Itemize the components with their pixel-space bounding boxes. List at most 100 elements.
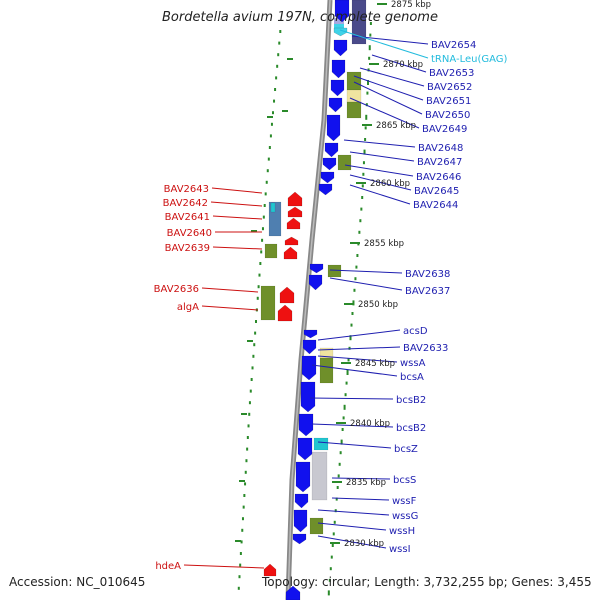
gene-arrow-plus[interactable] bbox=[302, 339, 317, 355]
inner-tick bbox=[246, 436, 249, 439]
outer-tick bbox=[361, 196, 364, 199]
label-leader bbox=[317, 509, 390, 516]
gene-arrow-plus[interactable] bbox=[293, 509, 308, 533]
gene-arrow-plus[interactable] bbox=[331, 59, 346, 79]
gene-arrow-plus[interactable] bbox=[326, 114, 341, 142]
gene-label-minus[interactable]: BAV2640 bbox=[167, 228, 212, 239]
gene-arrow-minus[interactable] bbox=[287, 206, 303, 218]
gene-arrow-plus[interactable] bbox=[333, 27, 348, 37]
inner-tick bbox=[261, 238, 264, 242]
inner-tick bbox=[242, 505, 245, 509]
gene-label-plus[interactable]: acsD bbox=[403, 326, 428, 337]
gene-arrow-plus[interactable] bbox=[303, 329, 318, 339]
gene-arrow-plus[interactable] bbox=[294, 493, 309, 509]
gene-label-plus[interactable]: BAV2633 bbox=[403, 343, 448, 354]
label-leader bbox=[201, 287, 259, 293]
gene-arrow-plus[interactable] bbox=[309, 263, 324, 274]
outer-tick-ring bbox=[327, 22, 372, 596]
gene-label-minus[interactable]: BAV2639 bbox=[165, 243, 210, 254]
major-tick bbox=[287, 58, 293, 60]
outer-tick bbox=[346, 370, 349, 375]
inner-tick bbox=[253, 343, 256, 347]
gene-arrow-plus[interactable] bbox=[300, 381, 316, 413]
gene-arrow-minus[interactable] bbox=[286, 217, 301, 230]
gene-arrow-minus[interactable] bbox=[279, 286, 295, 304]
kbp-label: 2865 kbp bbox=[376, 121, 416, 131]
label-leader bbox=[344, 164, 414, 177]
gene-arrow-plus[interactable] bbox=[298, 413, 314, 437]
gene-label-plus[interactable]: BAV2638 bbox=[405, 269, 450, 280]
outer-tick bbox=[343, 404, 346, 410]
inner-tick bbox=[278, 41, 281, 45]
gene-arrow-minus[interactable] bbox=[287, 191, 303, 207]
inner-tick bbox=[252, 354, 255, 358]
gene-arrow-minus[interactable] bbox=[263, 563, 277, 577]
gene-label-plus[interactable]: BAV2645 bbox=[414, 186, 459, 197]
gene-arrow-minus[interactable] bbox=[277, 304, 293, 322]
label-leader bbox=[331, 497, 390, 501]
outer-tick bbox=[364, 138, 367, 141]
gene-label-plus[interactable]: BAV2649 bbox=[422, 124, 467, 135]
gene-arrow-plus[interactable] bbox=[334, 0, 350, 23]
label-leader bbox=[339, 29, 429, 59]
gene-label-plus[interactable]: BAV2654 bbox=[431, 40, 476, 51]
inner-tick bbox=[258, 273, 261, 277]
gene-label-minus[interactable]: BAV2642 bbox=[163, 198, 208, 209]
gene-label-plus[interactable]: wssI bbox=[389, 544, 411, 555]
gene-arrow-plus[interactable] bbox=[322, 157, 337, 171]
gene-arrow-plus[interactable] bbox=[297, 437, 313, 461]
label-leader bbox=[317, 441, 392, 449]
gene-label-plus[interactable]: bcsA bbox=[400, 372, 424, 383]
gene-label-plus[interactable]: BAV2637 bbox=[405, 286, 450, 297]
gene-arrow-plus[interactable] bbox=[324, 142, 339, 158]
gene-arrow-plus[interactable] bbox=[330, 79, 345, 97]
gene-label-plus[interactable]: BAV2644 bbox=[413, 200, 458, 211]
gene-label-minus[interactable]: hdeA bbox=[155, 561, 181, 572]
gene-label-plus[interactable]: bcsB2 bbox=[396, 423, 426, 434]
gene-label-plus[interactable]: tRNA-Leu(GAG) bbox=[431, 54, 508, 65]
inner-tick bbox=[251, 366, 254, 370]
inner-tick bbox=[273, 99, 276, 103]
gene-label-plus[interactable]: bcsZ bbox=[394, 444, 418, 455]
outer-tick bbox=[344, 393, 347, 397]
gene-label-plus[interactable]: bcsS bbox=[393, 475, 416, 486]
gene-arrow-minus[interactable] bbox=[283, 246, 298, 260]
gene-label-minus[interactable]: algA bbox=[177, 302, 199, 313]
gene-arrow-plus[interactable] bbox=[328, 97, 343, 113]
gene-arrow-minus[interactable] bbox=[284, 236, 299, 246]
outer-tick bbox=[362, 161, 365, 165]
outer-tick bbox=[362, 172, 365, 176]
gene-arrow-plus[interactable] bbox=[320, 171, 335, 184]
gene-label-plus[interactable]: BAV2650 bbox=[425, 110, 470, 121]
gene-arrow-plus[interactable] bbox=[318, 183, 333, 196]
gene-label-plus[interactable]: bcsB2 bbox=[396, 395, 426, 406]
gene-label-plus[interactable]: wssA bbox=[400, 358, 426, 369]
gene-arrow-plus[interactable] bbox=[292, 533, 307, 545]
gene-label-plus[interactable]: BAV2653 bbox=[429, 68, 474, 79]
gene-label-plus[interactable]: wssH bbox=[389, 526, 415, 537]
gene-label-minus[interactable]: BAV2641 bbox=[165, 212, 210, 223]
gene-arrow-minus[interactable] bbox=[285, 585, 301, 600]
gene-arrow-plus[interactable] bbox=[308, 274, 323, 291]
gene-label-plus[interactable]: wssG bbox=[392, 511, 418, 522]
label-leader bbox=[309, 397, 394, 400]
gene-arrow-plus[interactable] bbox=[333, 39, 348, 57]
kbp-label: 2870 kbp bbox=[383, 60, 423, 70]
gene-label-plus[interactable]: BAV2652 bbox=[427, 82, 472, 93]
label-leaders bbox=[183, 29, 429, 569]
gene-label-plus[interactable]: BAV2651 bbox=[426, 96, 471, 107]
gene-label-plus[interactable]: BAV2648 bbox=[418, 143, 463, 154]
gene-label-minus[interactable]: BAV2643 bbox=[164, 184, 209, 195]
gene-label-minus[interactable]: BAV2636 bbox=[154, 284, 199, 295]
gene-arrow-plus[interactable] bbox=[301, 355, 317, 381]
plus-strand-labels: BAV2654 tRNA-Leu(GAG) BAV2653 BAV2652 BAV265… bbox=[389, 40, 508, 555]
gene-arrow-plus[interactable] bbox=[295, 461, 311, 493]
gene-label-plus[interactable]: BAV2647 bbox=[417, 157, 462, 168]
inner-tick bbox=[248, 401, 251, 405]
gene-label-plus[interactable]: wssF bbox=[392, 496, 417, 507]
label-leader bbox=[311, 364, 398, 377]
cog-block bbox=[264, 243, 278, 259]
kbp-label: 2835 kbp bbox=[346, 478, 386, 488]
inner-tick bbox=[239, 563, 242, 567]
gene-label-plus[interactable]: BAV2646 bbox=[416, 172, 461, 183]
